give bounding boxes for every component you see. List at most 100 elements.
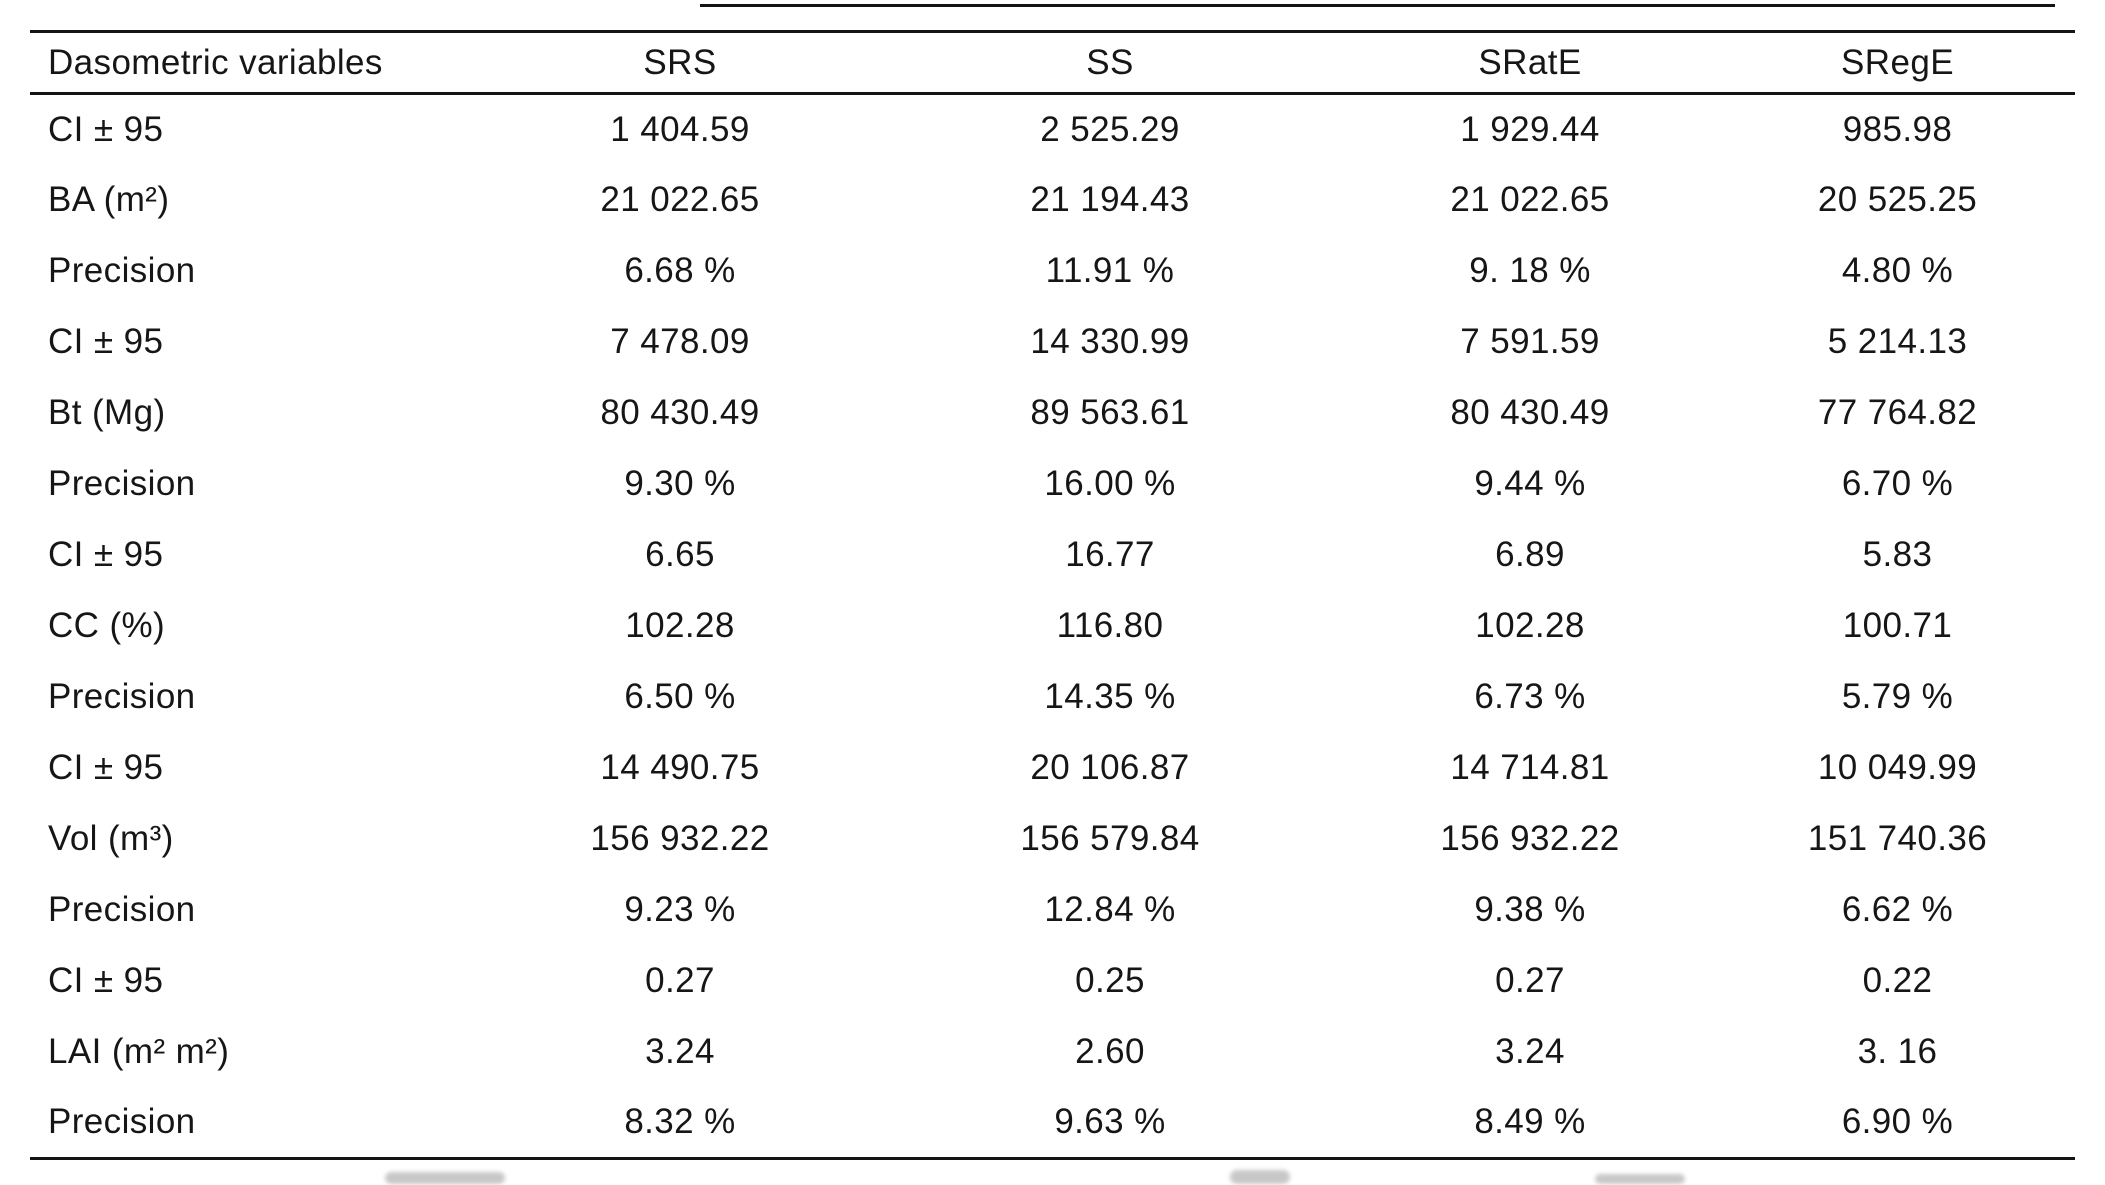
cell-value: 5.79 %	[1841, 677, 1954, 716]
cropped-caption-fragment	[1595, 1174, 1685, 1184]
cell-value: 985.98	[1842, 109, 1953, 149]
cell-value: 6.73 %	[1474, 677, 1586, 716]
row-label: Precision	[48, 251, 196, 290]
cell-value: 14.35 %	[1044, 677, 1176, 716]
row-label: CI ± 95	[48, 535, 164, 574]
cell-value: 20 525.25	[1817, 180, 1978, 219]
table-row: BA (m²) 21 022.65 21 194.43 21 022.65 20 525…	[30, 165, 2075, 236]
row-label: CI ± 95	[48, 748, 164, 787]
cell-value: 2 525.29	[1040, 109, 1180, 149]
cell-value: 6.70 %	[1841, 464, 1954, 503]
cell-value: 8.49 %	[1474, 1102, 1586, 1142]
table-row: CI ± 95 0.27 0.25 0.27 0.22	[30, 946, 2075, 1017]
cell-value: 11.91 %	[1045, 251, 1175, 290]
table-row: Precision 9.30 % 16.00 % 9.44 % 6.70 %	[30, 449, 2075, 520]
dasometric-variables-table: Dasometric variables SRS SS SRatE SRegE CI ±…	[30, 30, 2075, 1160]
cell-value: 9.23 %	[624, 890, 736, 929]
row-label: Precision	[48, 464, 196, 503]
cell-value: 4.80 %	[1841, 251, 1954, 290]
cell-value: 6.50 %	[624, 677, 736, 716]
cell-value: 151 740.36	[1807, 819, 1988, 858]
cell-value: 0.27	[1495, 961, 1565, 1000]
cell-value: 9.38 %	[1474, 890, 1586, 929]
cell-value: 80 430.49	[600, 393, 760, 432]
cell-value: 156 579.84	[1020, 819, 1200, 858]
row-label: Vol (m³)	[48, 819, 174, 858]
cell-value: 6.90 %	[1841, 1102, 1954, 1142]
cell-value: 0.22	[1862, 961, 1933, 1000]
table-row: CI ± 95 1 404.59 2 525.29 1 929.44 985.98	[30, 94, 2075, 165]
table-row: Precision 6.68 % 11.91 % 9. 18 % 4.80 %	[30, 236, 2075, 307]
row-label: LAI (m² m²)	[48, 1032, 230, 1071]
row-label: Precision	[48, 677, 196, 716]
cell-value: 3. 16	[1857, 1032, 1938, 1071]
cell-value: 9.63 %	[1054, 1102, 1166, 1142]
cell-value: 156 932.22	[1440, 819, 1620, 858]
cell-value: 21 022.65	[600, 180, 760, 219]
table-row: Bt (Mg) 80 430.49 89 563.61 80 430.49 77 764…	[30, 378, 2075, 449]
cell-value: 102.28	[625, 606, 735, 645]
cell-value: 6.65	[645, 535, 715, 574]
cell-value: 6.89	[1495, 535, 1565, 574]
header-cell-series: SRS	[643, 42, 717, 82]
cropped-rule-fragment	[700, 4, 2055, 7]
cell-value: 14 490.75	[600, 748, 760, 787]
row-label: CI ± 95	[48, 109, 164, 149]
cell-value: 3.24	[645, 1032, 715, 1071]
cell-value: 12.84 %	[1044, 890, 1176, 929]
table-row: Precision 9.23 % 12.84 % 9.38 % 6.62 %	[30, 875, 2075, 946]
cropped-caption-fragment	[385, 1172, 505, 1184]
table-row: Precision 8.32 % 9.63 % 8.49 % 6.90 %	[30, 1088, 2075, 1159]
cell-value: 0.25	[1075, 961, 1145, 1000]
cell-value: 20 106.87	[1030, 748, 1190, 787]
cell-value: 10 049.99	[1817, 748, 1978, 787]
cell-value: 9.44 %	[1474, 464, 1586, 503]
table-row: LAI (m² m²) 3.24 2.60 3.24 3. 16	[30, 1017, 2075, 1088]
cropped-caption-fragment	[1230, 1170, 1290, 1184]
row-label: Precision	[48, 890, 196, 929]
cell-value: 8.32 %	[624, 1102, 736, 1142]
cell-value: 9. 18 %	[1469, 251, 1591, 290]
cell-value: 0.27	[645, 961, 715, 1000]
header-cell-variables: Dasometric variables	[48, 42, 383, 82]
cell-value: 1 404.59	[610, 109, 750, 149]
cell-value: 21 022.65	[1450, 180, 1610, 219]
cell-value: 6.68 %	[624, 251, 736, 290]
cell-value: 116.80	[1056, 606, 1164, 645]
table-row: CI ± 95 14 490.75 20 106.87 14 714.81 10 049…	[30, 733, 2075, 804]
cell-value: 16.00 %	[1044, 464, 1176, 503]
header-cell-series: SRatE	[1478, 42, 1582, 82]
header-row: Dasometric variables SRS SS SRatE SRegE	[30, 31, 2075, 94]
cell-value: 102.28	[1475, 606, 1585, 645]
cell-value: 100.71	[1842, 606, 1953, 645]
cell-value: 3.24	[1495, 1032, 1565, 1071]
cell-value: 89 563.61	[1030, 393, 1190, 432]
header-cell-series: SRegE	[1841, 42, 1954, 82]
cell-value: 77 764.82	[1817, 393, 1978, 432]
table-row: CI ± 95 7 478.09 14 330.99 7 591.59 5 214.13	[30, 307, 2075, 378]
table-body: CI ± 95 1 404.59 2 525.29 1 929.44 985.98 BA …	[30, 94, 2075, 1159]
cell-value: 7 478.09	[610, 322, 750, 361]
cell-value: 156 932.22	[590, 819, 770, 858]
cell-value: 5.83	[1862, 535, 1933, 574]
cell-value: 7 591.59	[1460, 322, 1600, 361]
header-cell-series: SS	[1086, 42, 1134, 82]
table-row: CC (%) 102.28 116.80 102.28 100.71	[30, 591, 2075, 662]
row-label: Precision	[48, 1102, 196, 1142]
cell-value: 5 214.13	[1827, 322, 1968, 361]
row-label: BA (m²)	[48, 180, 170, 219]
table-row: CI ± 95 6.65 16.77 6.89 5.83	[30, 520, 2075, 591]
cell-value: 80 430.49	[1450, 393, 1610, 432]
cell-value: 16.77	[1065, 535, 1155, 574]
cell-value: 1 929.44	[1460, 109, 1600, 149]
row-label: Bt (Mg)	[48, 393, 166, 432]
cell-value: 14 714.81	[1450, 748, 1610, 787]
row-label: CI ± 95	[48, 322, 164, 361]
cell-value: 9.30 %	[624, 464, 736, 503]
cell-value: 6.62 %	[1841, 890, 1954, 929]
table-row: Vol (m³) 156 932.22 156 579.84 156 932.22 15…	[30, 804, 2075, 875]
table-row: Precision 6.50 % 14.35 % 6.73 % 5.79 %	[30, 662, 2075, 733]
cell-value: 21 194.43	[1030, 180, 1190, 219]
row-label: CI ± 95	[48, 961, 164, 1000]
